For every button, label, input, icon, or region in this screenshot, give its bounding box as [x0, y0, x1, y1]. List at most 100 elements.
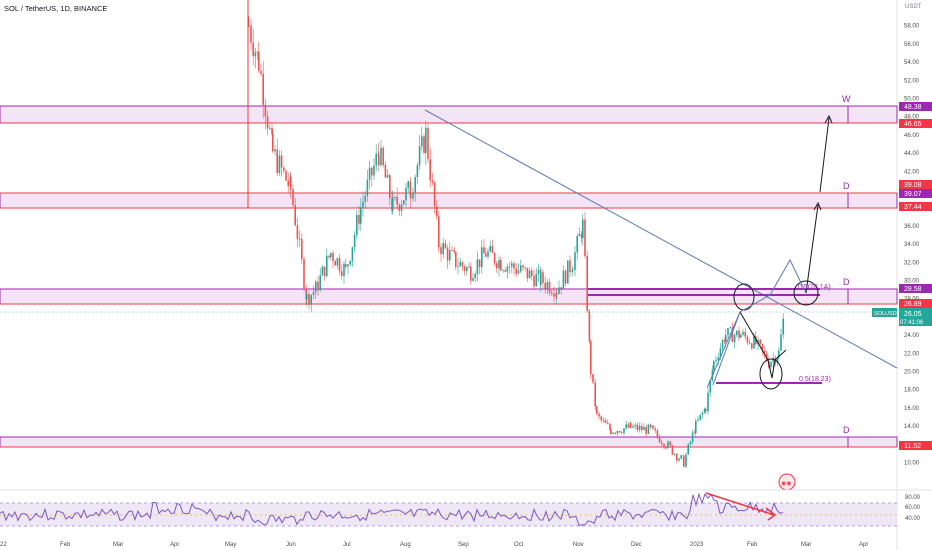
candle-body: [671, 445, 674, 455]
candle-body: [616, 430, 619, 434]
candle-body: [661, 442, 663, 445]
tag-d2-top-bg: [899, 284, 932, 293]
candles: [248, 16, 784, 468]
candle-body: [457, 266, 459, 268]
x-tick-label: Dec: [631, 542, 642, 548]
candle-body: [703, 408, 706, 413]
candle-body: [356, 214, 358, 235]
event-icon-glyph: ◉◉: [781, 481, 791, 487]
candle-body: [461, 262, 464, 267]
y-tick-label: 14.00: [904, 424, 920, 430]
candle-body: [511, 263, 513, 267]
candle-body: [328, 255, 330, 258]
candle-body: [305, 288, 307, 300]
candle-body: [582, 219, 584, 239]
candle-body: [517, 270, 520, 274]
candle-body: [621, 432, 623, 434]
candle-body: [410, 196, 412, 199]
candle-body: [520, 265, 522, 271]
arrow-to-w: [819, 117, 830, 193]
candle-body: [476, 259, 479, 274]
candle-body: [334, 260, 336, 266]
axis-unit: USDT: [905, 4, 922, 10]
candle-body: [738, 330, 740, 338]
candle-body: [598, 413, 600, 417]
price-tags: 48.38 46.65 39.08 39.07 37.44 28.58 26.8…: [872, 102, 932, 450]
candle-body: [650, 425, 652, 428]
candle-body: [562, 270, 565, 289]
candle-body: [709, 380, 711, 393]
rsi-band: [0, 503, 897, 526]
fib-upper-label: 0.5(28.1A): [798, 284, 831, 291]
candle-body: [751, 343, 753, 349]
tag-d1-top: 39.08: [904, 182, 922, 189]
tag-countdown: 07:41:06: [900, 320, 924, 326]
candle-body: [276, 149, 278, 174]
candle-body: [366, 179, 369, 196]
zone-d1: [0, 192, 898, 209]
candle-body: [694, 432, 696, 434]
candle-body: [654, 428, 656, 431]
candle-body: [294, 205, 296, 226]
candle-body: [438, 216, 440, 248]
candle-body: [496, 263, 498, 269]
candle-body: [280, 155, 283, 168]
candle-body: [540, 272, 542, 286]
candle-body: [317, 281, 319, 291]
y-tick-label: 32.00: [904, 260, 920, 266]
candle-body: [555, 293, 557, 297]
candle-body: [321, 266, 324, 276]
candle-body: [416, 165, 419, 178]
candle-body: [489, 246, 491, 252]
candle-body: [522, 265, 524, 268]
candle-body: [683, 456, 685, 467]
candle-body: [548, 282, 551, 293]
candle-body: [466, 267, 468, 271]
candle-body: [643, 426, 645, 431]
candle-body: [600, 416, 602, 421]
candle-body: [524, 267, 526, 269]
candle-body: [444, 243, 447, 249]
y-tick-label: 52.00: [904, 78, 920, 84]
candle-body: [338, 258, 341, 272]
y-tick-label: 24.00: [904, 333, 920, 339]
candle-body: [502, 270, 504, 271]
candle-body: [590, 341, 592, 375]
candle-body: [292, 189, 294, 206]
candle-body: [254, 52, 257, 57]
candle-body: [576, 236, 578, 253]
candle-body: [287, 180, 289, 187]
candle-body: [345, 263, 347, 267]
x-tick-label: Apr: [170, 542, 179, 548]
candle-body: [250, 25, 252, 43]
candle-body: [368, 167, 371, 180]
candle-body: [691, 432, 694, 442]
candle-body: [761, 343, 764, 351]
candle-body: [396, 196, 398, 205]
candle-body: [564, 270, 567, 284]
candle-body: [602, 420, 605, 421]
candle-body: [609, 424, 611, 430]
x-axis-ticks: 22 Feb Mar Apr May Jun Jul Aug Sep Oct Nov Dec 2023 F…: [0, 542, 868, 548]
candle-body: [332, 252, 334, 261]
descending-trendline[interactable]: [424, 109, 898, 369]
d2-label: D: [843, 277, 850, 287]
candle-body: [574, 252, 576, 271]
tag-d2-top: 28.58: [904, 286, 922, 293]
candle-body: [678, 458, 680, 461]
candle-body: [272, 133, 274, 152]
candle-body: [531, 270, 533, 276]
candle-body: [647, 424, 650, 434]
candle-body: [740, 334, 742, 338]
candle-body: [449, 250, 451, 261]
candle-body: [336, 258, 339, 266]
candle-body: [533, 275, 535, 287]
candle-body: [323, 266, 326, 277]
candle-body: [513, 263, 515, 269]
candle-body: [418, 146, 421, 166]
candle-body: [269, 128, 271, 129]
candle-body: [487, 251, 489, 257]
candle-body: [736, 330, 738, 336]
candle-body: [652, 425, 654, 429]
